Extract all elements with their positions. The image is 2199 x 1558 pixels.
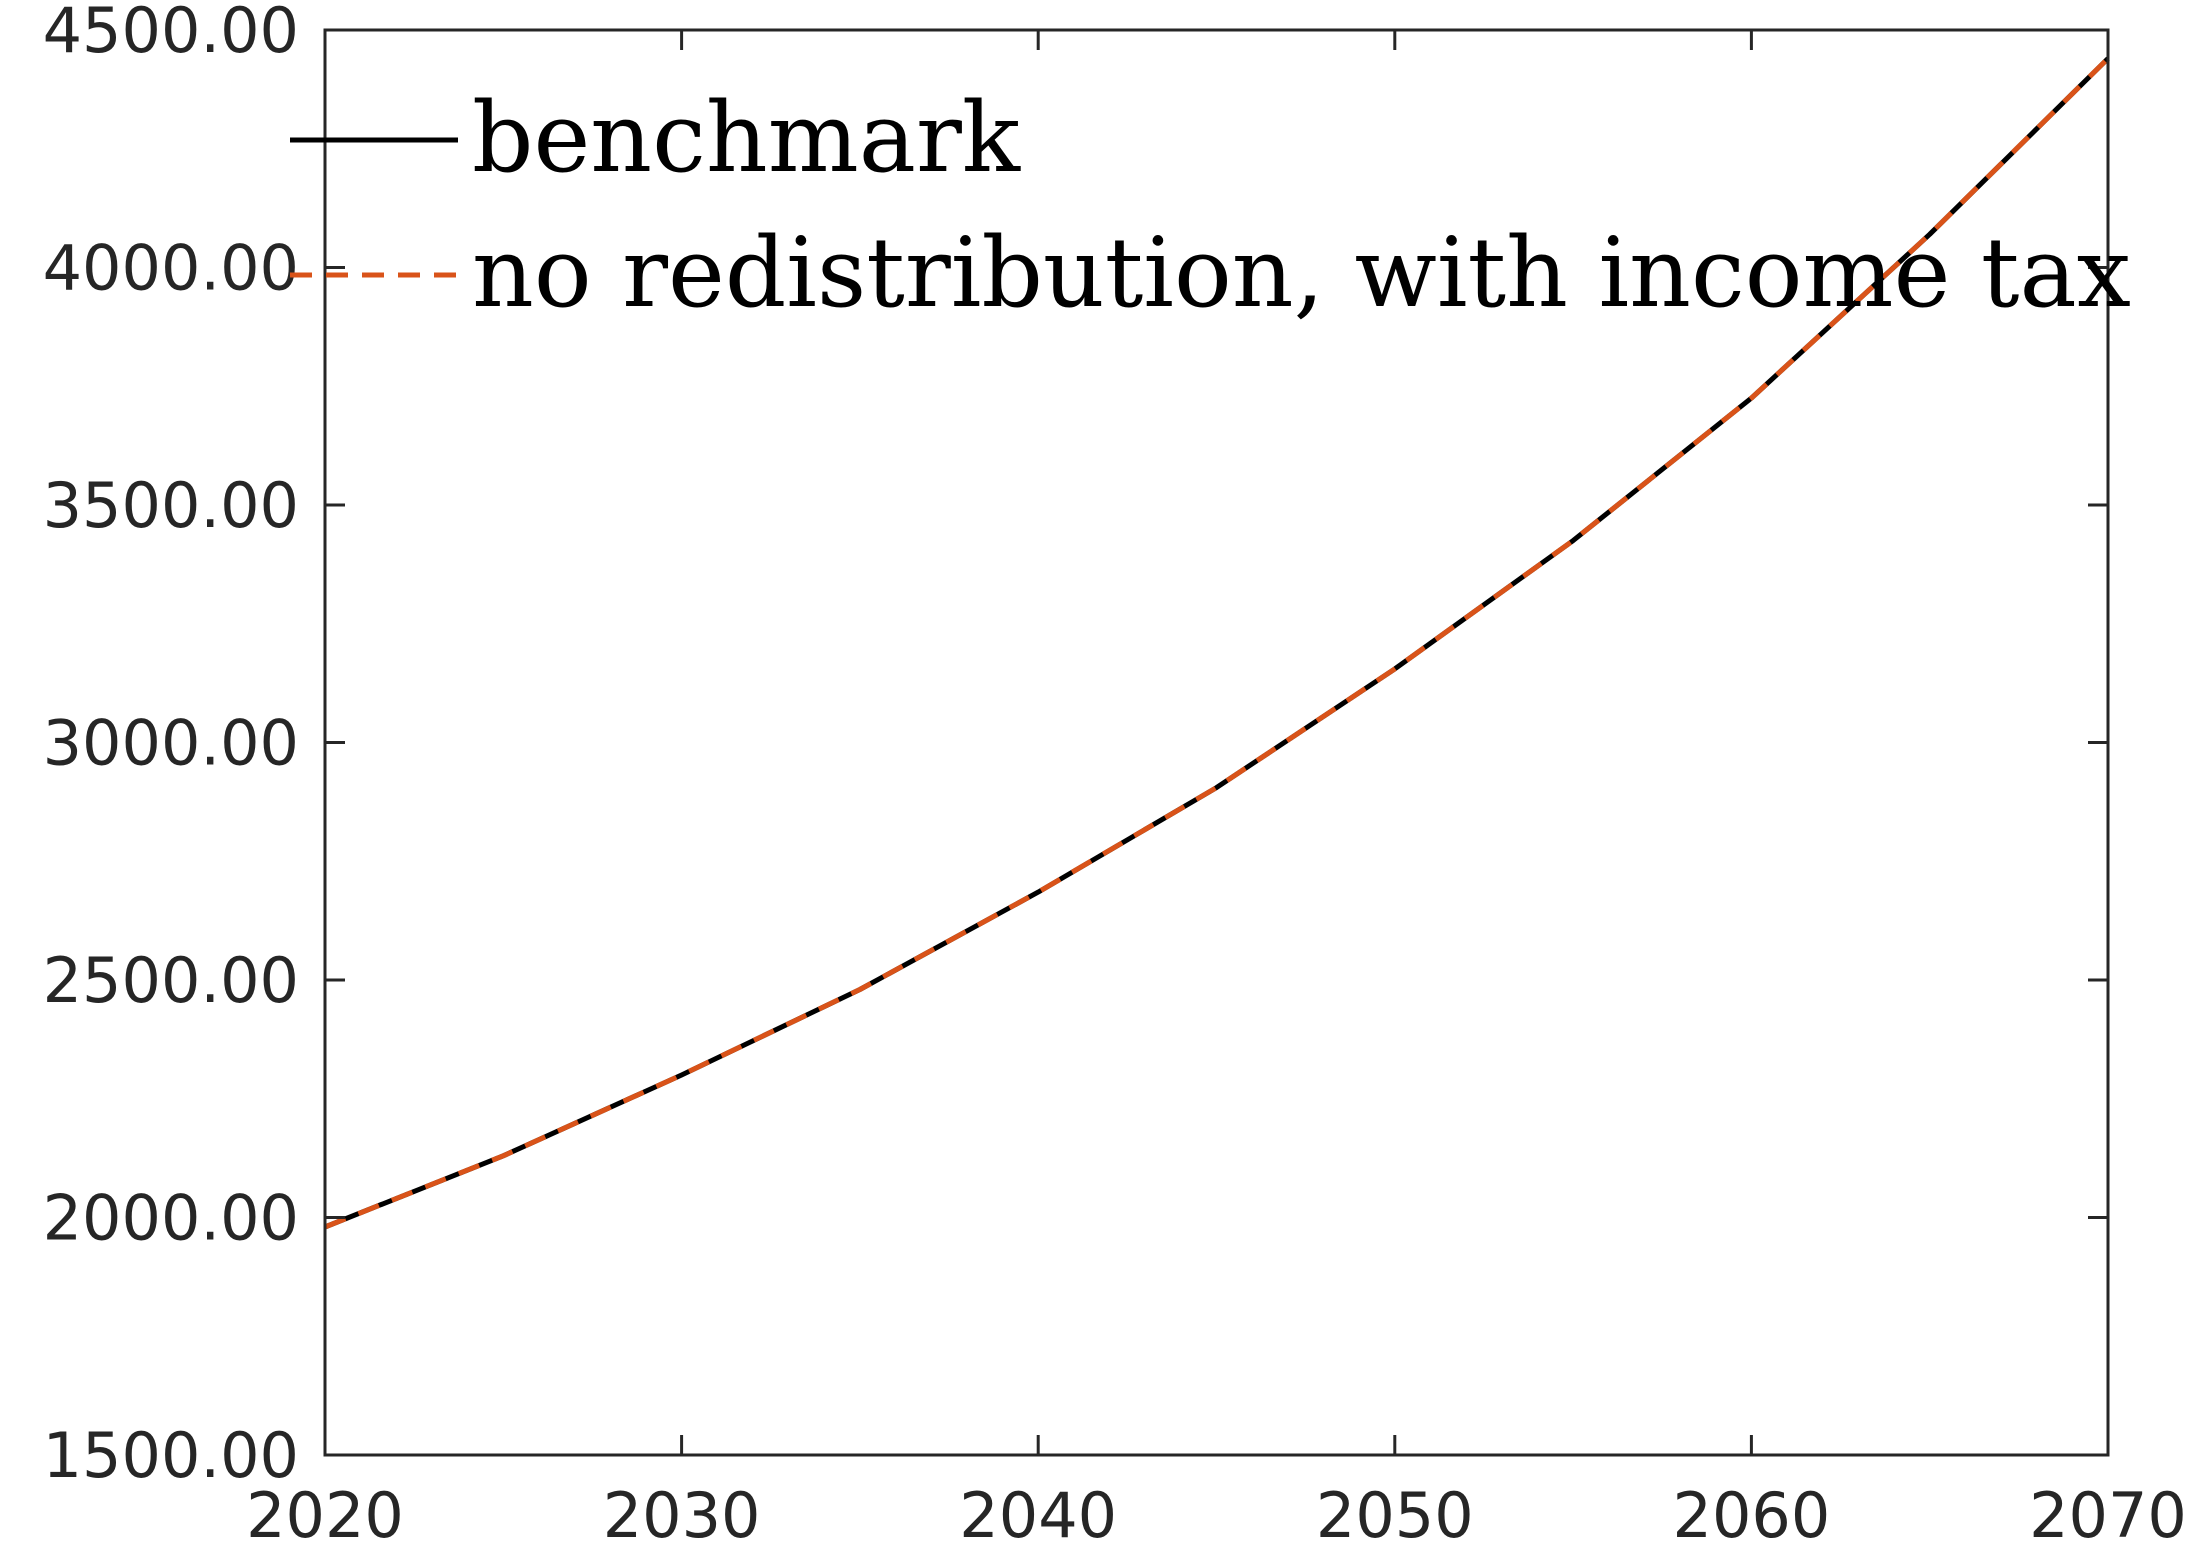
y-tick-label: 1500.00 xyxy=(43,1419,299,1492)
x-tick-label: 2050 xyxy=(1316,1479,1474,1552)
y-tick-label: 4500.00 xyxy=(43,0,299,67)
plot-lines xyxy=(324,56,2110,1230)
y-tick-label: 4000.00 xyxy=(43,232,299,305)
x-tick-label: 2030 xyxy=(603,1479,761,1552)
x-tick-label: 2040 xyxy=(959,1479,1117,1552)
axes: 2020 2030 2040 2050 2060 2070 1500.00 2000.00 25… xyxy=(43,0,2187,1552)
y-tick-label: 3000.00 xyxy=(43,707,299,780)
legend: benchmark no redistribution, with income … xyxy=(290,82,2131,329)
series-line-2 xyxy=(324,56,2110,1230)
y-tick-label: 3500.00 xyxy=(43,469,299,542)
x-tick-label: 2020 xyxy=(246,1479,404,1552)
legend-label-2: no redistribution, with income tax xyxy=(472,217,2131,329)
x-tick-label: 2070 xyxy=(2029,1479,2187,1552)
legend-label-1: benchmark xyxy=(472,82,1021,194)
y-tick-label: 2000.00 xyxy=(43,1182,299,1255)
x-tick-label: 2060 xyxy=(1673,1479,1831,1552)
y-tick-label: 2500.00 xyxy=(43,944,299,1017)
